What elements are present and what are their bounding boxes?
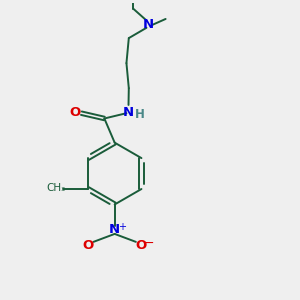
Text: H: H — [135, 108, 145, 121]
Text: O: O — [136, 239, 147, 252]
Text: N: N — [109, 223, 120, 236]
Text: N: N — [142, 18, 154, 32]
Text: CH₃: CH₃ — [47, 183, 66, 193]
Text: N: N — [123, 106, 134, 118]
Text: +: + — [118, 222, 126, 233]
Text: O: O — [82, 239, 94, 252]
Text: O: O — [69, 106, 80, 119]
Text: −: − — [144, 237, 154, 250]
